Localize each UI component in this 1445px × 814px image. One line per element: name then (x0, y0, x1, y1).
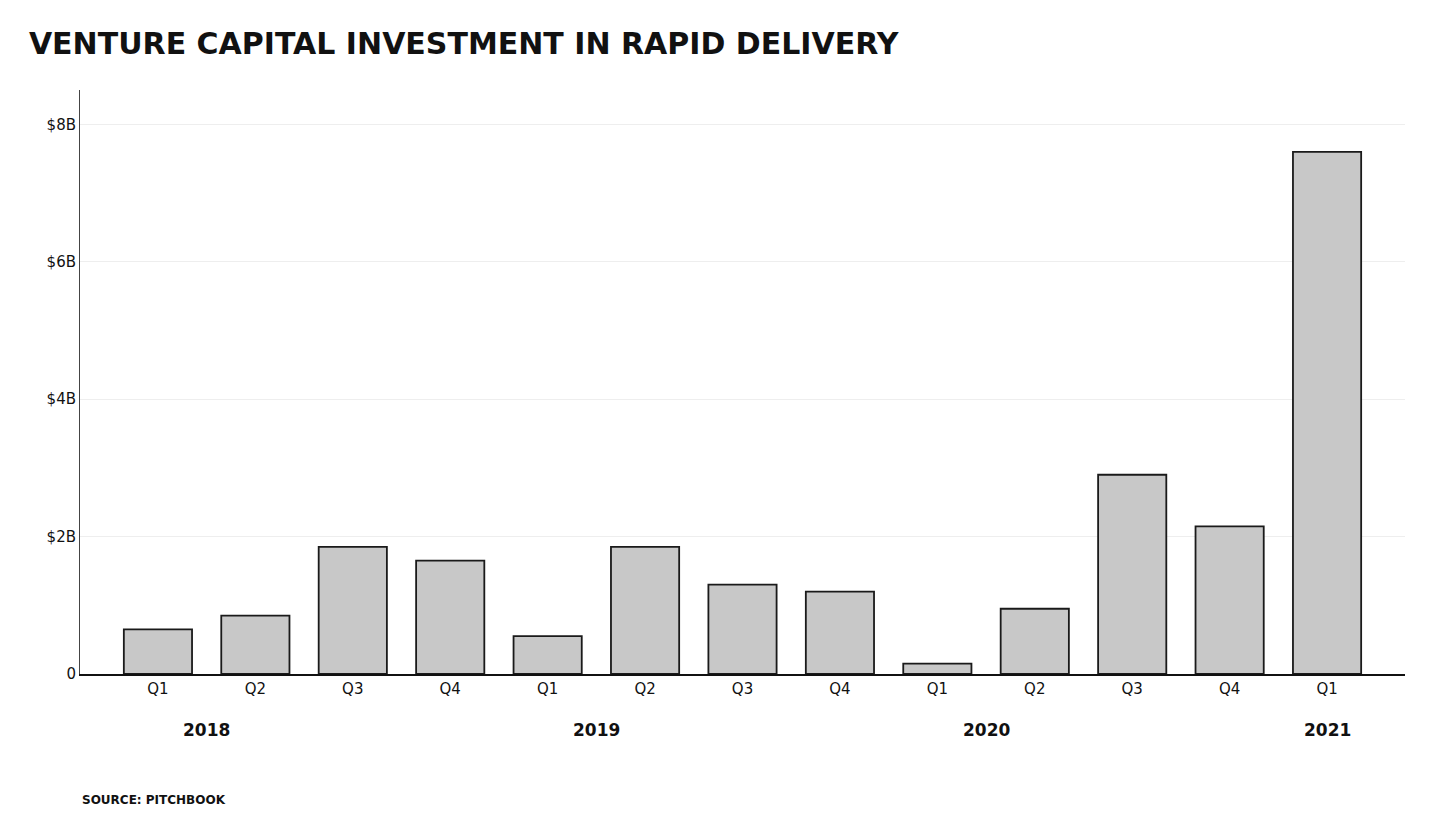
svg-text:$4B: $4B (47, 390, 76, 408)
svg-text:Q4: Q4 (829, 680, 850, 698)
svg-text:Q2: Q2 (245, 680, 266, 698)
svg-text:Q3: Q3 (732, 680, 753, 698)
svg-text:Q2: Q2 (1024, 680, 1045, 698)
svg-text:Q3: Q3 (342, 680, 363, 698)
svg-text:VENTURE CAPITAL INVESTMENT IN: VENTURE CAPITAL INVESTMENT IN RAPID DELI… (29, 26, 900, 61)
svg-text:$2B: $2B (47, 528, 76, 546)
svg-text:2018: 2018 (183, 720, 230, 740)
svg-text:$6B: $6B (47, 253, 76, 271)
svg-text:2020: 2020 (963, 720, 1010, 740)
svg-text:2019: 2019 (573, 720, 620, 740)
svg-text:Q1: Q1 (927, 680, 948, 698)
svg-text:Q4: Q4 (1219, 680, 1240, 698)
svg-text:Q4: Q4 (440, 680, 461, 698)
svg-text:Q1: Q1 (537, 680, 558, 698)
svg-text:Q2: Q2 (634, 680, 655, 698)
svg-text:$8B: $8B (47, 116, 76, 134)
svg-text:SOURCE: PITCHBOOK: SOURCE: PITCHBOOK (82, 793, 226, 807)
svg-text:2021: 2021 (1304, 720, 1351, 740)
svg-text:Q1: Q1 (147, 680, 168, 698)
svg-text:Q3: Q3 (1122, 680, 1143, 698)
svg-text:0: 0 (66, 665, 76, 683)
svg-text:Q1: Q1 (1316, 680, 1337, 698)
